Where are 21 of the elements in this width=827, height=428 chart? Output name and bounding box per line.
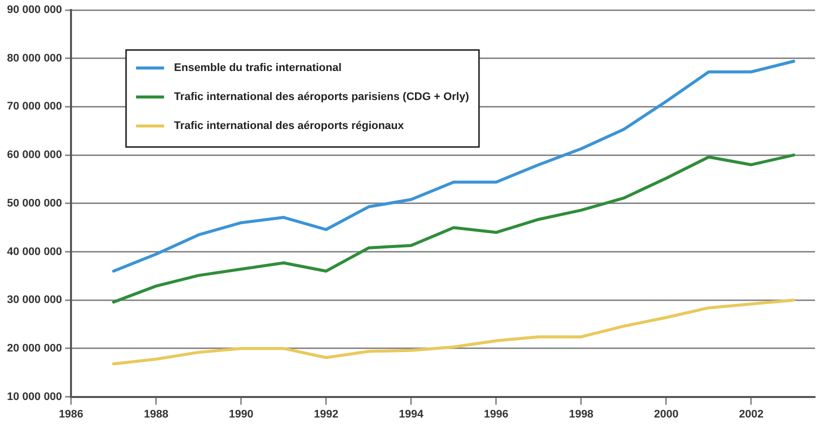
y-tick-label: 70 000 000 <box>6 100 62 113</box>
legend-label: Ensemble du trafic international <box>174 62 342 74</box>
x-tick-label: 1986 <box>58 408 84 420</box>
x-tick-label: 2000 <box>654 408 678 420</box>
x-tick-label: 1996 <box>484 408 508 420</box>
y-tick-label: 20 000 000 <box>6 342 62 354</box>
y-tick-label: 40 000 000 <box>6 246 62 258</box>
y-tick-label: 50 000 000 <box>6 197 62 210</box>
x-tick-label: 1990 <box>228 408 254 420</box>
y-tick-label: 80 000 000 <box>6 52 62 64</box>
x-tick-label: 1988 <box>144 408 168 420</box>
x-tick-label: 1992 <box>314 408 338 420</box>
y-tick-label: 90 000 000 <box>6 4 62 16</box>
legend-label: Trafic international des aéroports régionaux <box>174 120 405 132</box>
y-tick-label: 30 000 000 <box>6 294 62 306</box>
x-tick-label: 2002 <box>738 408 764 420</box>
legend-label: Trafic international des aéroports parisiens (CDG + Orly) <box>174 91 470 104</box>
x-tick-label: 1998 <box>568 408 594 420</box>
x-tick-label: 1994 <box>398 408 424 420</box>
y-tick-label: 60 000 000 <box>6 149 62 162</box>
y-tick-label: 10 000 000 <box>6 390 62 403</box>
